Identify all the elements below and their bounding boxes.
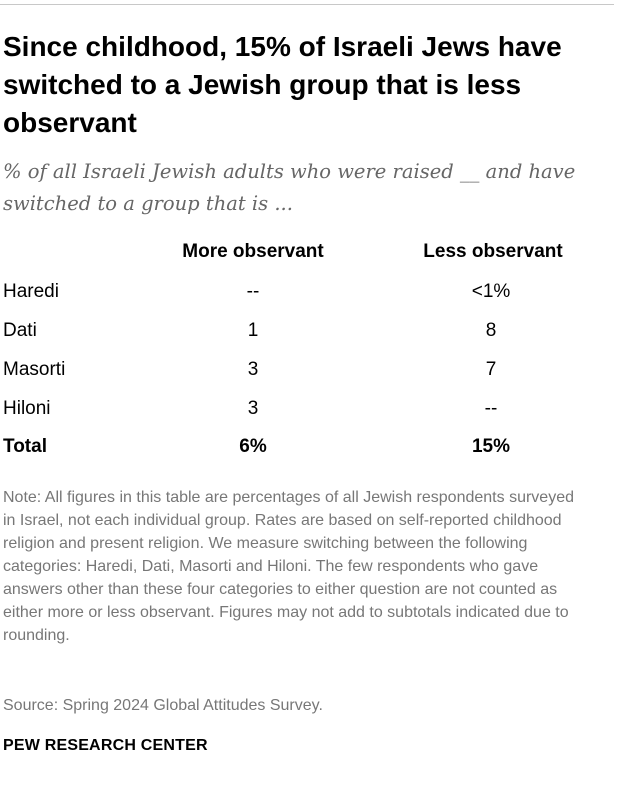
cell-haredi-more-observant: -- bbox=[246, 281, 260, 302]
column-header-less-observant: Less observant bbox=[423, 241, 563, 262]
cell-dati-more-observant: 1 bbox=[247, 320, 259, 341]
chart-subtitle: % of all Israeli Jewish adults who were … bbox=[3, 160, 576, 215]
column-header-more-observant: More observant bbox=[182, 241, 324, 262]
row-label-masorti: Masorti bbox=[3, 359, 66, 380]
top-divider bbox=[0, 4, 614, 5]
row-label-haredi: Haredi bbox=[3, 281, 59, 302]
cell-total-less-observant: 15% bbox=[471, 436, 511, 457]
table-row: Hiloni 3 -- bbox=[0, 391, 620, 429]
cell-masorti-less-observant: 7 bbox=[485, 359, 497, 380]
row-label-hiloni: Hiloni bbox=[3, 398, 51, 419]
table-row: Masorti 3 7 bbox=[0, 352, 620, 390]
table-row-total: Total 6% 15% bbox=[0, 429, 620, 467]
cell-haredi-less-observant: <1% bbox=[471, 281, 511, 302]
table-row: Haredi -- <1% bbox=[0, 274, 620, 312]
table-row: Dati 1 8 bbox=[0, 313, 620, 351]
cell-dati-less-observant: 8 bbox=[485, 320, 497, 341]
row-label-dati: Dati bbox=[3, 320, 37, 341]
chart-title: Since childhood, 15% of Israeli Jews hav… bbox=[3, 31, 562, 138]
chart-note: Note: All figures in this table are perc… bbox=[3, 489, 574, 644]
cell-total-more-observant: 6% bbox=[239, 436, 267, 457]
row-label-total: Total bbox=[3, 436, 47, 457]
brand-name: PEW RESEARCH CENTER bbox=[3, 737, 208, 754]
cell-masorti-more-observant: 3 bbox=[247, 359, 259, 380]
cell-hiloni-less-observant: -- bbox=[484, 398, 498, 419]
cell-hiloni-more-observant: 3 bbox=[247, 398, 259, 419]
chart-source: Source: Spring 2024 Global Attitudes Sur… bbox=[3, 697, 323, 714]
